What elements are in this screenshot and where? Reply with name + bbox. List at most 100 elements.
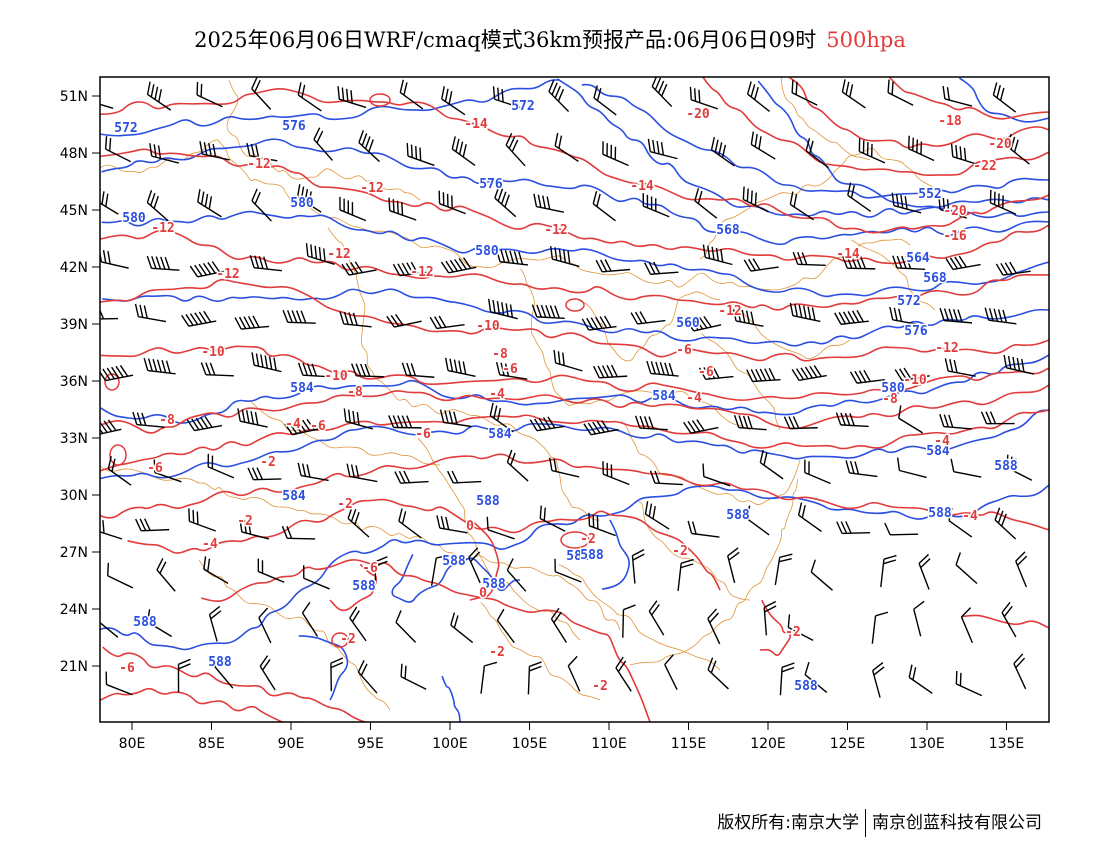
wind-barb bbox=[237, 408, 268, 428]
wind-barb bbox=[810, 559, 833, 591]
height-contour-label: 580 bbox=[122, 211, 146, 226]
wind-barb bbox=[1006, 133, 1030, 165]
temperature-contour-label: -6 bbox=[119, 661, 135, 676]
wind-barb bbox=[887, 79, 914, 106]
wind-barb bbox=[480, 661, 498, 694]
temperature-contour-label: -12 bbox=[410, 265, 433, 280]
footer-divider bbox=[865, 809, 866, 837]
wind-barb bbox=[388, 415, 422, 429]
temperature-contour-label: -10 bbox=[201, 345, 225, 360]
wind-barb bbox=[942, 85, 973, 107]
height-contour-label: 588 bbox=[726, 508, 750, 523]
wind-barb bbox=[203, 556, 229, 584]
boundary-line bbox=[701, 333, 781, 431]
wind-barb bbox=[615, 656, 632, 692]
wind-barb bbox=[1015, 551, 1028, 588]
wind-barb bbox=[746, 81, 770, 113]
wind-barb bbox=[330, 657, 344, 692]
temperature-contour-label: -16 bbox=[943, 229, 967, 244]
wind-barb bbox=[746, 368, 781, 383]
wind-barbs bbox=[100, 77, 1034, 698]
temperature-contour-label: -2 bbox=[237, 514, 253, 529]
temperature-contour-label: -2 bbox=[260, 455, 276, 470]
wind-barb bbox=[995, 261, 1031, 276]
wind-barb bbox=[553, 349, 583, 372]
wind-barb bbox=[399, 79, 424, 110]
temperature-contour-label: -22 bbox=[973, 159, 996, 174]
wind-barb bbox=[960, 607, 974, 644]
wind-barb bbox=[945, 255, 981, 271]
wind-barb bbox=[394, 470, 429, 484]
height-contour-line bbox=[581, 83, 1049, 199]
height-contour-label: 588 bbox=[442, 554, 466, 569]
wind-barb bbox=[249, 255, 282, 272]
wind-barb bbox=[759, 449, 784, 480]
temperature-closed-contour bbox=[331, 632, 349, 648]
temperature-contour-label: -10 bbox=[324, 369, 348, 384]
wind-barb bbox=[789, 191, 815, 221]
height-contour-label: 588 bbox=[133, 615, 157, 630]
wind-barb bbox=[548, 79, 570, 113]
wind-barb bbox=[698, 366, 734, 380]
wind-barb bbox=[950, 143, 980, 166]
temperature-contour-line bbox=[100, 87, 1049, 234]
lat-tick-label: 42N bbox=[60, 260, 88, 276]
wind-barb bbox=[132, 411, 165, 428]
wind-barb bbox=[702, 244, 733, 266]
temperature-contour-label: -6 bbox=[310, 419, 326, 434]
lat-tick-label: 24N bbox=[60, 602, 88, 618]
lon-tick-label: 100E bbox=[432, 736, 468, 752]
wind-barb bbox=[440, 257, 477, 274]
wind-barb bbox=[550, 246, 580, 268]
temperature-contour-label: -4 bbox=[962, 509, 978, 524]
wind-barb bbox=[677, 558, 694, 592]
height-contour-line bbox=[441, 675, 461, 722]
height-contour-label: 552 bbox=[918, 187, 941, 202]
wind-barb bbox=[494, 185, 517, 218]
wind-barb bbox=[836, 521, 871, 535]
wind-barb bbox=[845, 460, 878, 478]
wind-barb bbox=[430, 554, 450, 586]
height-contour-label: 588 bbox=[482, 577, 506, 592]
wind-barb bbox=[349, 606, 367, 642]
temperature-contour-label: -12 bbox=[327, 247, 350, 262]
temperature-contour-label: -20 bbox=[686, 107, 710, 122]
height-contour-label: 580 bbox=[881, 381, 905, 396]
wind-barb bbox=[950, 458, 982, 478]
wind-barb bbox=[438, 190, 466, 215]
temperature-contour-label: -12 bbox=[544, 223, 567, 238]
wind-barb bbox=[649, 470, 683, 486]
wind-barb bbox=[186, 416, 223, 432]
wind-barb bbox=[898, 405, 924, 434]
boundary-layer bbox=[100, 77, 941, 711]
temperature-contour-label: -6 bbox=[362, 561, 378, 576]
wind-barb bbox=[258, 607, 272, 644]
wind-barb bbox=[147, 609, 173, 638]
wind-barb bbox=[489, 402, 514, 433]
wind-barb bbox=[835, 412, 869, 428]
temperature-closed-contour bbox=[565, 298, 585, 312]
temperature-closed-contour bbox=[560, 531, 590, 549]
lon-tick-label: 115E bbox=[671, 736, 707, 752]
wind-barb bbox=[495, 361, 528, 380]
height-contour-label: 572 bbox=[114, 121, 137, 136]
wind-barb bbox=[602, 461, 630, 486]
lon-tick-label: 110E bbox=[591, 736, 627, 752]
temperature-contour-label: -12 bbox=[718, 304, 741, 319]
wind-barb bbox=[401, 362, 435, 378]
wind-barb bbox=[550, 607, 568, 643]
temperature-contour-label: -20 bbox=[943, 204, 967, 219]
temperature-contour-label: -20 bbox=[988, 137, 1012, 152]
wind-barb bbox=[347, 505, 370, 538]
wind-barb bbox=[634, 415, 668, 431]
wind-barb bbox=[549, 457, 580, 478]
wind-barb bbox=[400, 663, 427, 690]
temperature-contour-label: -8 bbox=[492, 347, 508, 362]
temperature-contour-label: -4 bbox=[285, 417, 301, 432]
lat-tick-label: 45N bbox=[60, 203, 88, 219]
height-contour-label: 584 bbox=[282, 489, 306, 504]
boundary-line bbox=[100, 139, 911, 291]
lat-tick-label: 51N bbox=[60, 89, 88, 105]
wind-barb bbox=[468, 547, 481, 584]
wind-barb bbox=[533, 193, 565, 213]
